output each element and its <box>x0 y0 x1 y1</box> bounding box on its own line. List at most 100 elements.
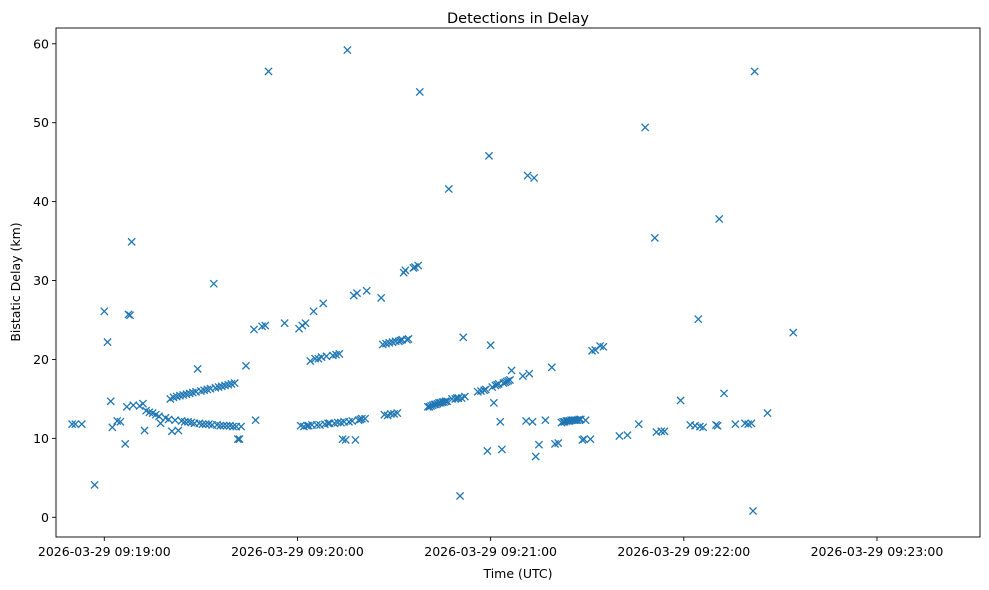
data-point <box>219 421 228 430</box>
chart-title: Detections in Delay <box>447 11 589 27</box>
data-point <box>103 338 112 347</box>
data-point <box>319 299 328 308</box>
data-point <box>361 414 370 423</box>
data-point <box>229 422 238 431</box>
x-tick-label: 2026-03-29 09:20:00 <box>231 544 364 559</box>
data-point <box>154 412 164 421</box>
data-point <box>441 397 450 406</box>
data-point <box>414 261 423 270</box>
x-tick-label: 2026-03-29 09:19:00 <box>38 544 171 559</box>
data-point <box>312 420 321 430</box>
data-point <box>719 389 729 398</box>
y-tick-label: 60 <box>33 36 49 51</box>
data-point <box>444 184 453 194</box>
y-tick-label: 40 <box>33 194 49 209</box>
data-point <box>547 363 556 372</box>
y-axis: 0 10 20 30 40 50 60 <box>33 36 56 525</box>
data-point <box>362 286 371 295</box>
data-point <box>167 427 176 436</box>
data-point <box>699 423 708 432</box>
data-point <box>174 426 183 435</box>
data-point <box>763 409 772 418</box>
data-point <box>264 67 273 76</box>
data-point <box>209 279 218 288</box>
data-point <box>657 427 666 436</box>
data-point <box>235 435 244 444</box>
data-point <box>641 123 650 132</box>
data-point <box>386 409 395 418</box>
data-point <box>528 417 537 426</box>
data-point <box>676 396 685 405</box>
data-point <box>484 151 494 160</box>
data-point <box>121 439 130 448</box>
data-point <box>460 392 469 401</box>
data-point <box>138 399 147 408</box>
data-point <box>333 418 342 427</box>
data-point <box>496 417 505 426</box>
y-tick-label: 0 <box>41 510 49 525</box>
data-point <box>454 394 463 403</box>
x-tick-label: 2026-03-29 09:21:00 <box>424 544 557 559</box>
data-point <box>534 440 543 449</box>
y-tick-label: 10 <box>33 431 49 446</box>
data-point <box>323 419 333 428</box>
data-point <box>377 293 386 302</box>
data-point <box>230 379 239 388</box>
data-point <box>116 417 125 426</box>
data-point <box>222 421 231 430</box>
x-tick-label: 2026-03-29 09:23:00 <box>811 544 944 559</box>
x-tick-label: 2026-03-29 09:22:00 <box>617 544 750 559</box>
data-point <box>715 214 724 224</box>
data-point <box>747 419 756 428</box>
data-point <box>481 385 490 394</box>
data-point <box>171 416 180 425</box>
data-point <box>541 416 550 425</box>
data-point <box>357 414 366 423</box>
data-point <box>216 421 225 430</box>
data-point <box>341 435 350 444</box>
data-point <box>750 67 759 76</box>
data-point <box>554 439 563 448</box>
data-point <box>443 397 452 406</box>
data-point <box>322 352 331 361</box>
y-tick-label: 20 <box>33 352 49 367</box>
data-point <box>748 506 758 516</box>
data-point <box>106 397 115 406</box>
data-point <box>249 325 259 334</box>
x-axis: 2026-03-29 09:19:00 2026-03-29 09:20:00 20… <box>38 537 943 559</box>
data-point <box>193 364 202 373</box>
data-point <box>335 349 344 358</box>
data-point <box>731 420 740 429</box>
data-point <box>311 354 320 363</box>
data-point <box>100 307 109 316</box>
data-point <box>301 319 310 328</box>
data-point <box>71 420 80 429</box>
data-point <box>90 480 99 489</box>
data-point <box>531 452 540 461</box>
data-point <box>251 416 260 425</box>
data-point <box>261 321 270 330</box>
data-point <box>393 409 402 418</box>
data-point <box>694 315 703 324</box>
data-point <box>164 415 173 424</box>
data-point <box>579 435 589 444</box>
data-point <box>525 369 534 378</box>
data-point <box>634 420 643 429</box>
data-point <box>404 334 413 343</box>
data-point <box>309 307 318 316</box>
data-points <box>68 46 798 516</box>
data-point <box>455 491 465 501</box>
plot-frame <box>55 27 981 538</box>
data-point <box>581 416 590 425</box>
data-point <box>180 417 189 426</box>
data-point <box>140 426 149 435</box>
data-point <box>68 420 77 429</box>
data-point <box>489 398 498 407</box>
data-point <box>713 421 722 430</box>
data-point <box>521 416 531 426</box>
data-point <box>127 237 136 246</box>
data-point <box>77 420 86 429</box>
data-point <box>233 435 242 444</box>
x-axis-label: Time (UTC) <box>482 566 552 581</box>
